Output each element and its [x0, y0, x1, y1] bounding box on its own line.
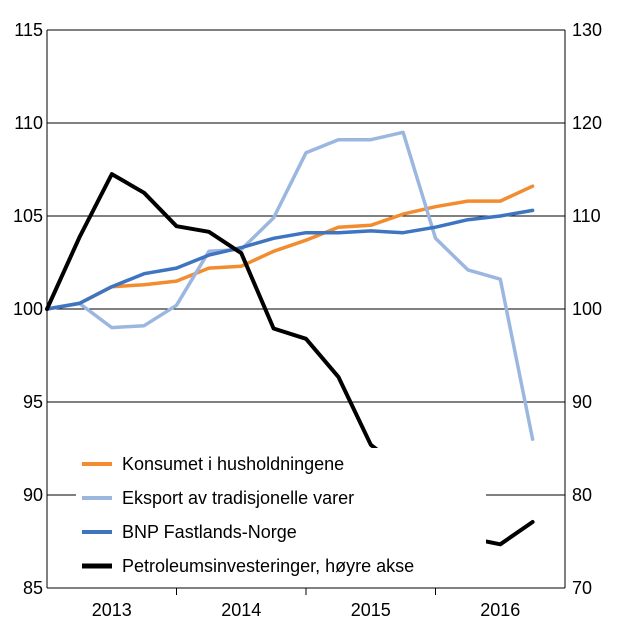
right-tick-label: 100	[572, 299, 602, 319]
left-tick-label: 95	[23, 392, 43, 412]
right-tick-label: 90	[572, 392, 592, 412]
right-tick-label: 80	[572, 485, 592, 505]
legend-label: Eksport av tradisjonelle varer	[122, 488, 354, 508]
legend-label: Konsumet i husholdningene	[122, 454, 344, 474]
right-tick-label: 120	[572, 113, 602, 133]
left-tick-label: 115	[14, 20, 43, 40]
x-tick-label: 2016	[480, 600, 520, 620]
legend-label: BNP Fastlands-Norge	[122, 522, 297, 542]
series-line-1	[45, 184, 535, 311]
series-line-2	[45, 130, 535, 441]
axes: 85 90 95 100 105 110 115 70 80 90 100 110 120 130 2013…	[13, 20, 602, 620]
legend: Konsumet i husholdningene Eksport av trad…	[76, 448, 486, 586]
right-tick-label: 130	[572, 20, 602, 40]
x-tick-label: 2015	[351, 600, 391, 620]
x-tick-label: 2014	[221, 600, 261, 620]
left-tick-label: 110	[14, 113, 43, 133]
legend-label: Petroleumsinvesteringer, høyre akse	[122, 556, 414, 576]
right-tick-label: 110	[572, 206, 601, 226]
left-tick-label: 85	[23, 578, 43, 598]
legend-background	[76, 448, 486, 586]
left-tick-label: 100	[13, 299, 43, 319]
right-tick-label: 70	[572, 578, 592, 598]
x-tick-label: 2013	[92, 600, 132, 620]
series-line-3	[45, 208, 535, 311]
left-tick-label: 90	[23, 485, 43, 505]
left-tick-label: 105	[13, 206, 43, 226]
